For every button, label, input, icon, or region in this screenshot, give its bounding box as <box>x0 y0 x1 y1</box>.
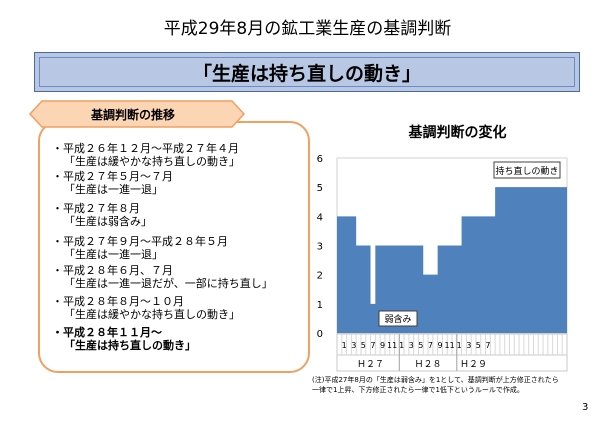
trend-item-judgment: 「生産は緩やかな持ち直しの動き」 <box>64 308 240 321</box>
month-label: 1 <box>342 341 347 350</box>
month-label: 3 <box>466 341 471 350</box>
year-label: Ｈ２９ <box>460 360 487 370</box>
trend-item-period: ・平成２６年１２月～平成２７年４月 <box>52 142 239 155</box>
judgment-area <box>337 187 567 333</box>
trend-item-period: ・平成２８年８月～１０月 <box>52 295 184 308</box>
trend-item-judgment: 「生産は持ち直しの動き」 <box>64 339 196 352</box>
month-label: 11 <box>445 341 455 350</box>
page-title: 平成29年8月の鉱工業生産の基調判断 <box>163 19 452 39</box>
trend-item-period: ・平成２７年５月～７月 <box>52 170 173 183</box>
trend-item-period: ・平成２８年６月、７月 <box>52 264 173 277</box>
month-label: 5 <box>476 341 481 350</box>
y-tick-label: 2 <box>317 271 323 282</box>
y-tick-label: 4 <box>317 212 323 223</box>
trend-item-period: ・平成２７年９月～平成２８年５月 <box>52 235 228 248</box>
trend-item-judgment: 「生産は一進一退」 <box>64 183 163 196</box>
month-label: 5 <box>361 341 366 350</box>
y-tick-label: 0 <box>317 329 323 340</box>
year-label: Ｈ２７ <box>357 360 384 370</box>
trend-item-judgment: 「生産は一進一退だが、一部に持ち直し」 <box>64 277 273 290</box>
month-label: 3 <box>409 341 414 350</box>
month-label: 9 <box>437 341 442 350</box>
y-tick-label: 5 <box>317 183 323 194</box>
trend-item: ・平成２８年８月～１０月 「生産は緩やかな持ち直しの動き」 <box>52 295 240 321</box>
annotation-box <box>378 310 418 327</box>
page-number: 3 <box>582 402 589 413</box>
month-label: 11 <box>387 341 397 350</box>
chart-title: 基調判断の変化 <box>408 125 507 141</box>
month-label: 7 <box>370 341 375 350</box>
trend-item: ・平成２６年１２月～平成２７年４月 「生産は緩やかな持ち直しの動き」 <box>52 142 240 168</box>
trend-item-judgment: 「生産は弱含み」 <box>64 215 152 228</box>
summary-banner: 「生産は持ち直しの動き」 <box>34 52 580 92</box>
trend-item: ・平成２７年９月～平成２８年５月 「生産は一進一退」 <box>52 235 228 261</box>
trend-item-period: ・平成２７年８月 <box>52 202 140 215</box>
footnote: (注)平成27年8月の「生産は弱含み」を1として、基調判断が上方修正されたら 一… <box>312 376 559 394</box>
annotation-label: 持ち直しの動き <box>495 165 558 177</box>
month-label: 7 <box>428 341 433 350</box>
month-label: 1 <box>457 341 462 350</box>
annotation-label: 弱含み <box>384 313 411 325</box>
month-label: 9 <box>380 341 385 350</box>
trend-box <box>38 121 310 373</box>
trend-item: ・平成２８年６月、７月 「生産は一進一退だが、一部に持ち直し」 <box>52 264 273 290</box>
month-label: 1 <box>399 341 404 350</box>
trend-item-judgment: 「生産は一進一退」 <box>64 248 163 261</box>
year-label: Ｈ２８ <box>415 360 442 370</box>
annotation-box <box>493 161 561 179</box>
y-tick-label: 1 <box>317 300 323 311</box>
trend-item: ・平成２７年８月 「生産は弱含み」 <box>52 202 152 228</box>
trend-item-period: ・平成２８年１１月～ <box>52 326 162 339</box>
trend-item-judgment: 「生産は緩やかな持ち直しの動き」 <box>64 155 240 168</box>
month-label: 3 <box>351 341 356 350</box>
month-label: 7 <box>485 341 490 350</box>
trend-item: ・平成２８年１１月～ 「生産は持ち直しの動き」 <box>52 326 196 352</box>
y-tick-label: 6 <box>317 154 323 165</box>
summary-banner-text: 「生産は持ち直しの動き」 <box>39 57 575 87</box>
trend-item: ・平成２７年５月～７月 「生産は一進一退」 <box>52 170 173 196</box>
y-tick-label: 3 <box>317 242 323 253</box>
month-label: 5 <box>418 341 423 350</box>
trend-header-arrow <box>28 100 246 128</box>
trend-header: 基調判断の推移 <box>90 107 175 122</box>
